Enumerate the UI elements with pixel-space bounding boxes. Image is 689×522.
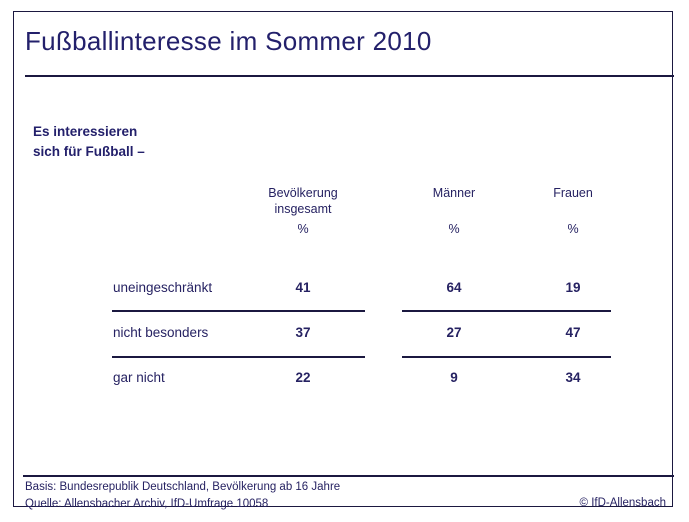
row-label-nicht-besonders: nicht besonders bbox=[113, 325, 209, 340]
table-cell: 64 bbox=[446, 280, 462, 295]
row-divider bbox=[112, 310, 365, 312]
row-divider bbox=[112, 356, 365, 358]
page-title: Fußballinteresse im Sommer 2010 bbox=[25, 26, 432, 56]
column-header-bevoelkerung: Bevölkerung insgesamt bbox=[268, 186, 338, 216]
unit-label-col2: % bbox=[448, 222, 460, 236]
footer-divider bbox=[23, 475, 674, 477]
footer-copyright: © IfD-Allensbach bbox=[579, 497, 666, 509]
unit-label-col1: % bbox=[297, 222, 309, 236]
table-cell: 9 bbox=[450, 370, 458, 385]
table-caption: Es interessieren sich für Fußball – bbox=[33, 124, 145, 159]
column-header-maenner: Männer bbox=[432, 186, 476, 200]
slide-border bbox=[13, 11, 673, 507]
column-header-frauen: Frauen bbox=[553, 186, 593, 200]
table-cell: 41 bbox=[295, 280, 311, 295]
table-cell: 47 bbox=[565, 325, 581, 340]
row-divider bbox=[402, 310, 611, 312]
footer-source: Quelle: Allensbacher Archiv, IfD-Umfrage… bbox=[25, 498, 269, 510]
title-divider bbox=[25, 75, 674, 77]
row-label-uneingeschraenkt: uneingeschränkt bbox=[113, 280, 213, 295]
table-cell: 37 bbox=[295, 325, 311, 340]
table-cell: 22 bbox=[295, 370, 311, 385]
row-divider bbox=[402, 356, 611, 358]
table-cell: 34 bbox=[565, 370, 581, 385]
table-cell: 19 bbox=[565, 280, 581, 295]
row-label-gar-nicht: gar nicht bbox=[113, 370, 165, 385]
table-cell: 27 bbox=[446, 325, 462, 340]
unit-label-col3: % bbox=[567, 222, 579, 236]
footer-basis: Basis: Bundesrepublik Deutschland, Bevöl… bbox=[25, 481, 341, 493]
